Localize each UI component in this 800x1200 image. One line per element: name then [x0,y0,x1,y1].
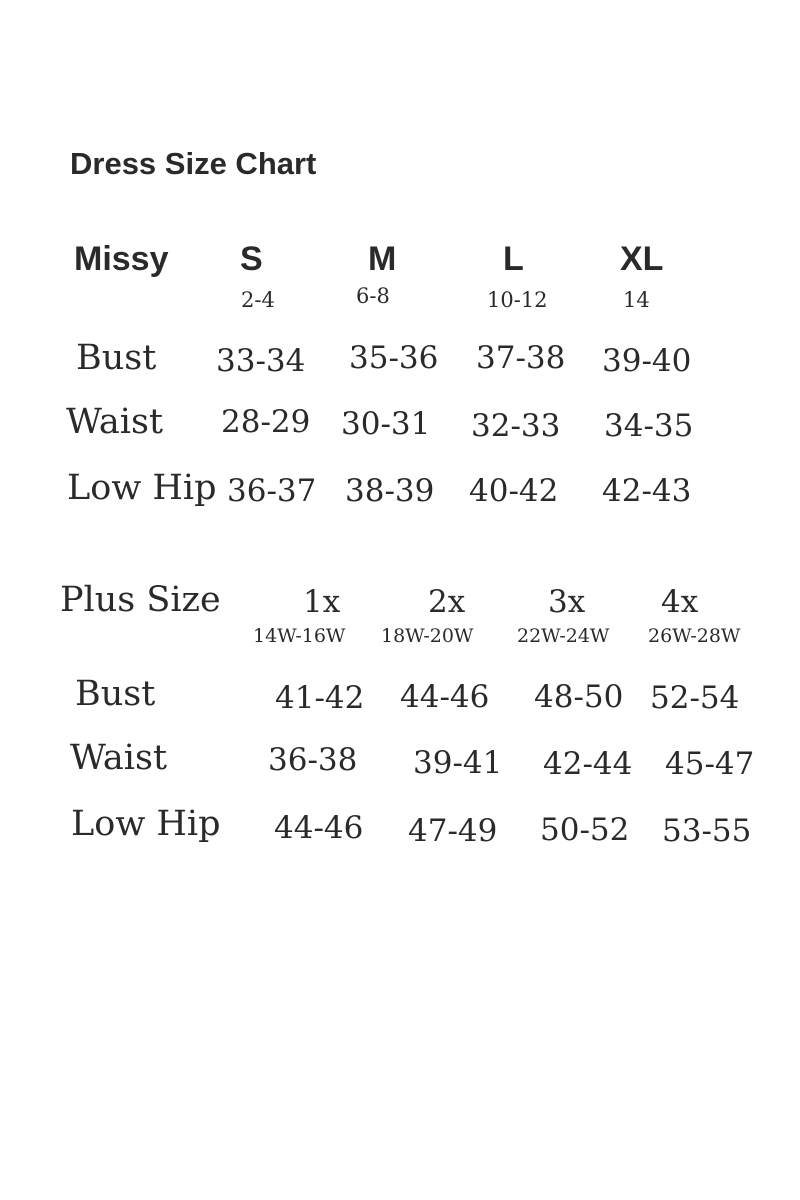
cell: 44-46 [274,810,364,846]
cell: 45-47 [665,746,755,782]
row-label: Low Hip [67,468,217,508]
cell: 42-44 [543,746,633,782]
row-label: Bust [75,674,156,714]
cell: 47-49 [408,813,498,849]
size-range: 14W-16W [253,625,346,647]
cell: 48-50 [534,679,624,715]
cell: 42-43 [602,473,692,509]
cell: 38-39 [345,473,435,509]
cell: 44-46 [400,679,490,715]
row-label: Waist [70,738,168,778]
size-range: 18W-20W [381,625,474,647]
cell: 28-29 [221,404,311,440]
cell: 34-35 [604,408,694,444]
size-range: 26W-28W [648,625,741,647]
size-header: 1x [303,584,341,620]
cell: 39-40 [602,343,692,379]
cell: 32-33 [471,408,561,444]
row-label: Bust [76,338,157,378]
cell: 41-42 [275,680,365,716]
cell: 33-34 [216,343,306,379]
row-label: Waist [66,402,164,442]
cell: 37-38 [476,340,566,376]
plus-label: Plus Size [60,580,221,620]
page-title: Dress Size Chart [70,146,317,181]
cell: 35-36 [349,340,439,376]
size-header: 3x [548,584,586,620]
cell: 36-37 [227,473,317,509]
cell: 40-42 [469,473,559,509]
size-range: 6-8 [356,284,390,308]
cell: 39-41 [413,745,503,781]
size-range: 2-4 [241,288,275,312]
size-header: XL [620,240,664,278]
size-header: 4x [661,584,699,620]
row-label: Low Hip [71,804,221,844]
size-header: S [240,240,263,278]
cell: 36-38 [268,742,358,778]
size-header: 2x [428,584,466,620]
size-header: L [503,240,524,278]
cell: 52-54 [650,680,740,716]
size-range: 10-12 [487,288,548,312]
cell: 53-55 [662,813,752,849]
cell: 50-52 [540,812,630,848]
size-header: M [368,240,397,278]
missy-label: Missy [74,240,169,278]
cell: 30-31 [341,406,431,442]
size-range: 14 [623,288,650,312]
size-range: 22W-24W [517,625,610,647]
